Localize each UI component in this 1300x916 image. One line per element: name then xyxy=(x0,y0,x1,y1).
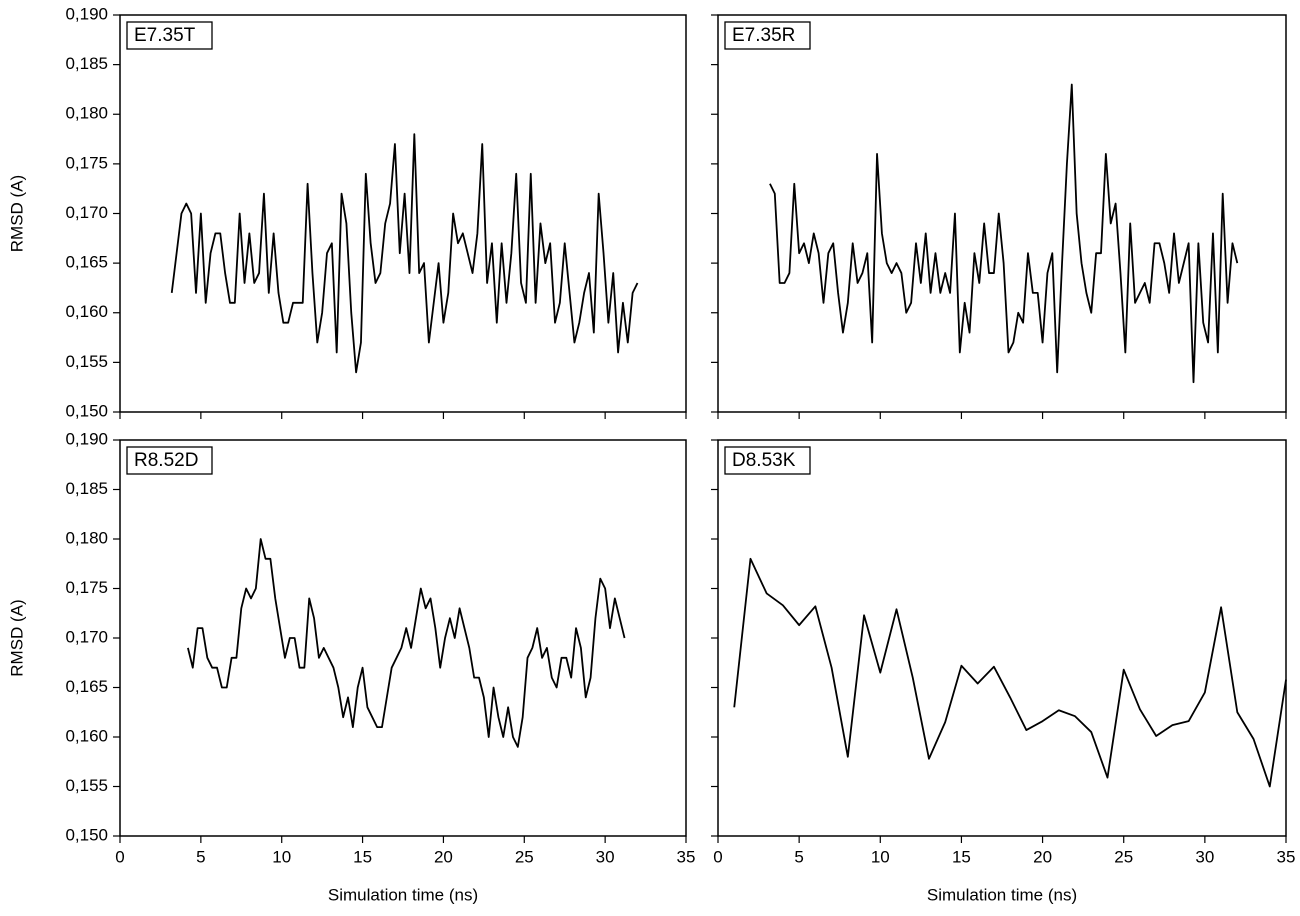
y-tick-label: 0,185 xyxy=(65,479,108,498)
y-tick-label: 0,170 xyxy=(65,627,108,646)
x-tick-label: 25 xyxy=(515,847,534,866)
y-tick-label: 0,185 xyxy=(65,54,108,73)
y-axis-label: RMSD (A) xyxy=(7,599,26,676)
label-box xyxy=(724,446,811,475)
y-tick-label: 0,155 xyxy=(65,352,108,371)
x-tick-label: 10 xyxy=(871,847,890,866)
panel-label: E7.35T xyxy=(134,25,196,46)
panel-label: R8.52D xyxy=(134,450,198,471)
y-tick-label: 0,160 xyxy=(65,302,108,321)
y-tick-label: 0,160 xyxy=(65,726,108,745)
data-line xyxy=(769,83,1239,384)
x-tick-label: 35 xyxy=(677,847,696,866)
panel-label: E7.35R xyxy=(732,25,795,46)
x-tick-label: 15 xyxy=(353,847,372,866)
y-tick-label: 0,150 xyxy=(65,825,108,844)
y-tick-label: 0,190 xyxy=(65,429,108,448)
panel-label: D8.53K xyxy=(732,450,796,471)
data-line xyxy=(187,538,626,748)
y-tick-label: 0,170 xyxy=(65,203,108,222)
y-axis-label: RMSD (A) xyxy=(7,175,26,252)
label-box xyxy=(126,446,213,475)
y-tick-label: 0,165 xyxy=(65,253,108,272)
y-tick-label: 0,175 xyxy=(65,578,108,597)
data-line xyxy=(170,133,639,374)
x-tick-label: 20 xyxy=(1033,847,1052,866)
x-tick-label: 10 xyxy=(272,847,291,866)
x-tick-label: 0 xyxy=(713,847,722,866)
x-tick-label: 25 xyxy=(1114,847,1133,866)
x-tick-label: 15 xyxy=(952,847,971,866)
x-tick-label: 30 xyxy=(596,847,615,866)
x-tick-label: 0 xyxy=(115,847,124,866)
y-tick-label: 0,165 xyxy=(65,677,108,696)
data-line xyxy=(733,557,1287,788)
y-tick-label: 0,150 xyxy=(65,401,108,420)
x-axis-label: Simulation time (ns) xyxy=(927,885,1077,904)
y-tick-label: 0,180 xyxy=(65,104,108,123)
y-tick-label: 0,175 xyxy=(65,153,108,172)
y-tick-label: 0,180 xyxy=(65,528,108,547)
label-box xyxy=(724,21,811,50)
x-tick-label: 30 xyxy=(1195,847,1214,866)
plot-frame xyxy=(717,14,1287,413)
x-tick-label: 5 xyxy=(196,847,205,866)
x-tick-label: 5 xyxy=(794,847,803,866)
x-axis-label: Simulation time (ns) xyxy=(328,885,478,904)
x-tick-label: 35 xyxy=(1277,847,1296,866)
x-tick-label: 20 xyxy=(434,847,453,866)
plot-frame xyxy=(717,439,1287,837)
y-tick-label: 0,155 xyxy=(65,776,108,795)
label-box xyxy=(126,21,213,50)
y-tick-label: 0,190 xyxy=(65,4,108,23)
